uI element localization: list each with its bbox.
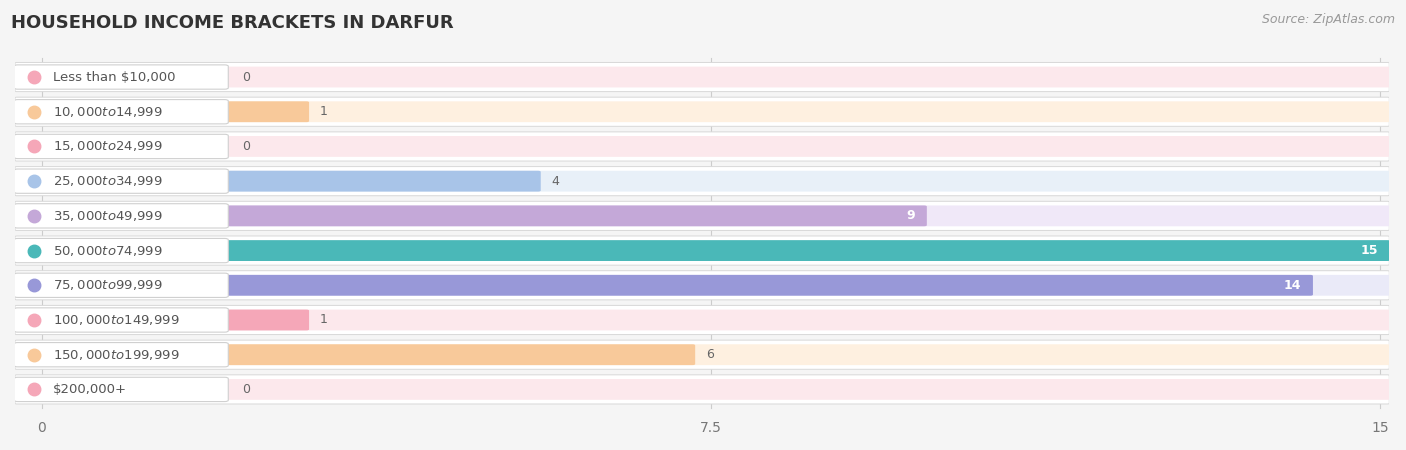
FancyBboxPatch shape: [15, 340, 1389, 369]
FancyBboxPatch shape: [226, 206, 1391, 226]
FancyBboxPatch shape: [226, 101, 309, 122]
FancyBboxPatch shape: [14, 134, 228, 158]
Text: $10,000 to $14,999: $10,000 to $14,999: [53, 105, 163, 119]
Text: $200,000+: $200,000+: [53, 383, 128, 396]
FancyBboxPatch shape: [15, 375, 1389, 404]
FancyBboxPatch shape: [15, 201, 1389, 230]
FancyBboxPatch shape: [14, 273, 228, 297]
FancyBboxPatch shape: [14, 342, 228, 367]
FancyBboxPatch shape: [226, 379, 1391, 400]
FancyBboxPatch shape: [15, 306, 1389, 334]
FancyBboxPatch shape: [226, 240, 1391, 261]
FancyBboxPatch shape: [14, 99, 228, 124]
Text: $50,000 to $74,999: $50,000 to $74,999: [53, 243, 163, 257]
Text: $15,000 to $24,999: $15,000 to $24,999: [53, 140, 163, 153]
FancyBboxPatch shape: [226, 344, 695, 365]
FancyBboxPatch shape: [226, 171, 1391, 192]
Text: $100,000 to $149,999: $100,000 to $149,999: [53, 313, 180, 327]
Text: $35,000 to $49,999: $35,000 to $49,999: [53, 209, 163, 223]
Text: 14: 14: [1284, 279, 1302, 292]
Text: 1: 1: [319, 314, 328, 327]
FancyBboxPatch shape: [14, 238, 228, 263]
FancyBboxPatch shape: [226, 206, 927, 226]
FancyBboxPatch shape: [226, 240, 1391, 261]
FancyBboxPatch shape: [15, 236, 1389, 265]
FancyBboxPatch shape: [14, 65, 228, 89]
Text: 1: 1: [319, 105, 328, 118]
Text: 0: 0: [243, 383, 250, 396]
FancyBboxPatch shape: [226, 275, 1391, 296]
FancyBboxPatch shape: [14, 169, 228, 194]
Text: HOUSEHOLD INCOME BRACKETS IN DARFUR: HOUSEHOLD INCOME BRACKETS IN DARFUR: [11, 14, 454, 32]
FancyBboxPatch shape: [226, 101, 1391, 122]
Text: 6: 6: [706, 348, 714, 361]
FancyBboxPatch shape: [226, 67, 1391, 87]
Text: 0: 0: [243, 71, 250, 84]
FancyBboxPatch shape: [226, 344, 1391, 365]
FancyBboxPatch shape: [15, 63, 1389, 92]
Text: 0: 0: [243, 140, 250, 153]
Text: 4: 4: [551, 175, 560, 188]
Text: 15: 15: [1361, 244, 1378, 257]
FancyBboxPatch shape: [226, 310, 1391, 330]
FancyBboxPatch shape: [15, 132, 1389, 161]
FancyBboxPatch shape: [14, 308, 228, 332]
FancyBboxPatch shape: [226, 136, 1391, 157]
Text: $25,000 to $34,999: $25,000 to $34,999: [53, 174, 163, 188]
FancyBboxPatch shape: [15, 97, 1389, 126]
Text: 9: 9: [907, 209, 915, 222]
FancyBboxPatch shape: [226, 171, 541, 192]
FancyBboxPatch shape: [15, 271, 1389, 300]
FancyBboxPatch shape: [14, 377, 228, 401]
Text: $75,000 to $99,999: $75,000 to $99,999: [53, 278, 163, 293]
FancyBboxPatch shape: [14, 204, 228, 228]
FancyBboxPatch shape: [226, 310, 309, 330]
Text: Source: ZipAtlas.com: Source: ZipAtlas.com: [1261, 14, 1395, 27]
Text: $150,000 to $199,999: $150,000 to $199,999: [53, 348, 180, 362]
FancyBboxPatch shape: [226, 275, 1313, 296]
FancyBboxPatch shape: [15, 166, 1389, 196]
Text: Less than $10,000: Less than $10,000: [53, 71, 176, 84]
